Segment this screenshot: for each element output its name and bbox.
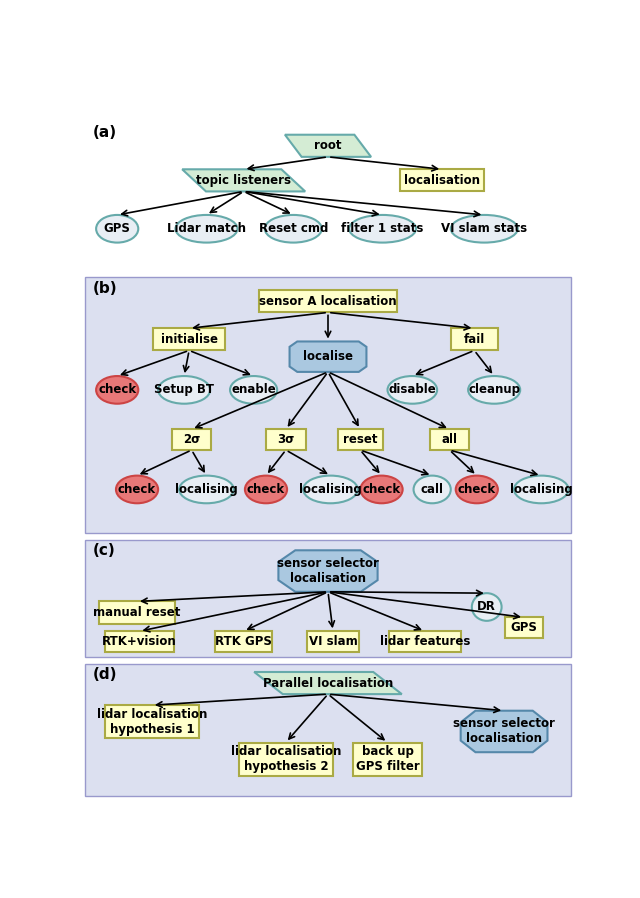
Text: sensor A localisation: sensor A localisation [259,295,397,308]
FancyBboxPatch shape [105,705,199,738]
Text: back up
GPS filter: back up GPS filter [356,745,419,773]
Text: VI slam: VI slam [308,635,357,648]
Text: (b): (b) [92,280,117,295]
Text: RTK GPS: RTK GPS [215,635,272,648]
Text: disable: disable [388,383,436,396]
Text: root: root [314,139,342,153]
FancyBboxPatch shape [215,631,272,652]
Text: reset: reset [343,433,378,446]
Text: RTK+vision: RTK+vision [102,635,177,648]
Text: (c): (c) [92,543,115,559]
Text: lidar features: lidar features [380,635,470,648]
Text: check: check [118,483,156,496]
Text: localising: localising [175,483,238,496]
Polygon shape [254,672,402,694]
Ellipse shape [468,376,520,404]
Text: manual reset: manual reset [93,606,180,619]
Text: DR: DR [477,601,496,613]
Ellipse shape [96,215,138,242]
Text: fail: fail [464,333,485,346]
Ellipse shape [179,476,234,503]
Text: check: check [247,483,285,496]
FancyBboxPatch shape [429,429,469,450]
FancyBboxPatch shape [239,743,333,776]
Text: lidar localisation
hypothesis 1: lidar localisation hypothesis 1 [97,708,207,735]
FancyBboxPatch shape [85,540,571,657]
Polygon shape [461,710,547,753]
Text: localisation: localisation [404,174,480,187]
FancyBboxPatch shape [338,429,383,450]
Text: enable: enable [231,383,276,396]
Text: (d): (d) [92,667,117,682]
Text: sensor selector
localisation: sensor selector localisation [453,718,555,745]
Text: localising: localising [510,483,573,496]
Ellipse shape [472,594,502,621]
FancyBboxPatch shape [105,631,174,652]
FancyBboxPatch shape [259,290,397,313]
Text: 2σ: 2σ [183,433,200,446]
Text: 3σ: 3σ [277,433,294,446]
FancyBboxPatch shape [353,743,422,776]
Ellipse shape [230,376,277,404]
FancyBboxPatch shape [388,631,461,652]
Ellipse shape [116,476,158,503]
Ellipse shape [175,215,237,242]
Text: localise: localise [303,350,353,363]
Ellipse shape [349,215,416,242]
Ellipse shape [360,476,403,503]
Text: check: check [458,483,496,496]
Text: cleanup: cleanup [468,383,520,396]
Text: call: call [420,483,444,496]
Ellipse shape [303,476,358,503]
Ellipse shape [245,476,287,503]
Ellipse shape [514,476,568,503]
Text: GPS: GPS [104,223,131,235]
FancyBboxPatch shape [85,664,571,796]
Text: topic listeners: topic listeners [196,174,291,187]
FancyBboxPatch shape [153,329,225,350]
Text: check: check [98,383,136,396]
FancyBboxPatch shape [266,429,306,450]
Text: sensor selector
localisation: sensor selector localisation [277,557,379,585]
Text: filter 1 stats: filter 1 stats [341,223,424,235]
Text: Parallel localisation: Parallel localisation [263,676,393,690]
Polygon shape [289,341,367,372]
Ellipse shape [96,376,138,404]
Text: initialise: initialise [161,333,218,346]
FancyBboxPatch shape [506,617,543,638]
Polygon shape [285,135,371,157]
Ellipse shape [456,476,498,503]
Text: all: all [442,433,458,446]
Text: VI slam stats: VI slam stats [441,223,527,235]
Ellipse shape [413,476,451,503]
Text: Setup BT: Setup BT [154,383,214,396]
Text: (a): (a) [92,125,116,140]
FancyBboxPatch shape [400,170,484,191]
Ellipse shape [265,215,322,242]
Ellipse shape [451,215,518,242]
Ellipse shape [158,376,210,404]
Ellipse shape [388,376,437,404]
FancyBboxPatch shape [99,602,175,623]
FancyBboxPatch shape [307,631,359,652]
Polygon shape [278,550,378,592]
Text: check: check [362,483,401,496]
FancyBboxPatch shape [85,277,571,533]
Text: Reset cmd: Reset cmd [259,223,328,235]
Text: localising: localising [299,483,362,496]
Text: Lidar match: Lidar match [167,223,246,235]
FancyBboxPatch shape [172,429,211,450]
Text: lidar localisation
hypothesis 2: lidar localisation hypothesis 2 [230,745,341,773]
Polygon shape [182,170,305,191]
Text: GPS: GPS [511,621,538,634]
FancyBboxPatch shape [451,329,498,350]
